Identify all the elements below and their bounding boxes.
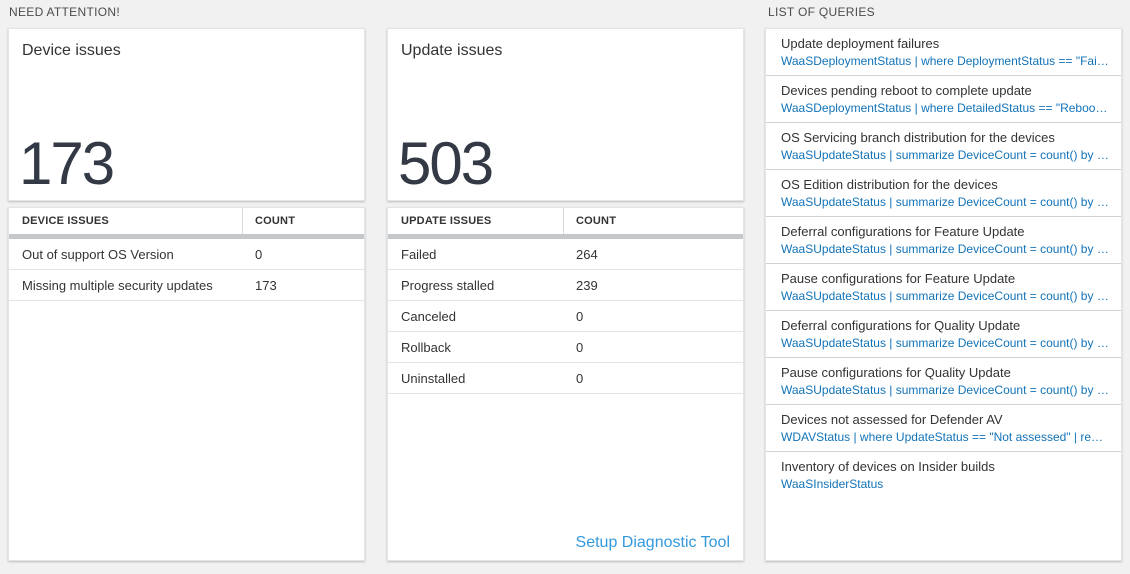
query-item: Inventory of devices on Insider builds W…: [766, 452, 1121, 499]
update-issues-tile-title: Update issues: [401, 42, 503, 59]
device-issues-tile[interactable]: Device issues 173: [8, 28, 365, 201]
row-count: 0: [255, 246, 263, 262]
query-title: OS Servicing branch distribution for the…: [781, 130, 1055, 145]
table-header-separator: [388, 234, 743, 239]
query-title: Update deployment failures: [781, 36, 940, 51]
update-issues-count: 503: [398, 130, 494, 197]
row-label: Out of support OS Version: [22, 246, 174, 262]
queries-column: LIST OF QUERIES Update deployment failur…: [765, 0, 1122, 574]
table-row[interactable]: Rollback 0: [388, 332, 743, 363]
row-count: 0: [576, 308, 584, 324]
update-issues-tile[interactable]: Update issues 503: [387, 28, 744, 201]
table-header-separator: [9, 234, 364, 239]
queries-list: Update deployment failures WaaSDeploymen…: [765, 28, 1122, 561]
query-item: Deferral configurations for Feature Upda…: [766, 217, 1121, 264]
row-count: 0: [576, 370, 584, 386]
device-issues-column-header: DEVICE ISSUES: [9, 208, 243, 234]
query-item: Pause configurations for Feature Update …: [766, 264, 1121, 311]
table-row[interactable]: Canceled 0: [388, 301, 743, 332]
table-row[interactable]: Uninstalled 0: [388, 363, 743, 394]
query-link[interactable]: WaaSUpdateStatus | summarize DeviceCount…: [781, 195, 1109, 209]
table-row[interactable]: Missing multiple security updates 173: [9, 270, 364, 301]
row-count: 0: [576, 339, 584, 355]
device-issues-column: NEED ATTENTION! Device issues 173 DEVICE…: [8, 0, 365, 574]
query-link[interactable]: WaaSUpdateStatus | summarize DeviceCount…: [781, 289, 1109, 303]
device-issues-table-header: DEVICE ISSUES COUNT: [9, 208, 364, 234]
count-column-header: COUNT: [576, 215, 617, 227]
device-issues-rows: Out of support OS Version 0 Missing mult…: [9, 239, 364, 301]
count-column-header: COUNT: [255, 215, 296, 227]
update-issues-column-header: UPDATE ISSUES: [388, 208, 564, 234]
query-title: Inventory of devices on Insider builds: [781, 459, 995, 474]
query-item: OS Servicing branch distribution for the…: [766, 123, 1121, 170]
query-link[interactable]: WaaSUpdateStatus | summarize DeviceCount…: [781, 336, 1109, 350]
query-link[interactable]: WaaSDeploymentStatus | where DeploymentS…: [781, 54, 1109, 68]
update-issues-rows: Failed 264 Progress stalled 239 Canceled…: [388, 239, 743, 394]
query-title: OS Edition distribution for the devices: [781, 177, 998, 192]
query-link[interactable]: WDAVStatus | where UpdateStatus == "Not …: [781, 430, 1109, 444]
table-row[interactable]: Failed 264: [388, 239, 743, 270]
query-title: Pause configurations for Feature Update: [781, 271, 1016, 286]
row-label: Progress stalled: [401, 277, 495, 293]
query-link[interactable]: WaaSDeploymentStatus | where DetailedSta…: [781, 101, 1109, 115]
row-count: 264: [576, 246, 598, 262]
query-title: Devices pending reboot to complete updat…: [781, 83, 1032, 98]
table-row[interactable]: Out of support OS Version 0: [9, 239, 364, 270]
device-issues-tile-title: Device issues: [22, 42, 121, 59]
row-count: 173: [255, 277, 277, 293]
device-issues-table: DEVICE ISSUES COUNT Out of support OS Ve…: [8, 207, 365, 561]
query-link[interactable]: WaaSUpdateStatus | summarize DeviceCount…: [781, 242, 1109, 256]
query-title: Pause configurations for Quality Update: [781, 365, 1011, 380]
query-items: Update deployment failures WaaSDeploymen…: [766, 29, 1121, 499]
query-item: Devices pending reboot to complete updat…: [766, 76, 1121, 123]
query-item: Pause configurations for Quality Update …: [766, 358, 1121, 405]
row-label: Missing multiple security updates: [22, 277, 213, 293]
query-item: Deferral configurations for Quality Upda…: [766, 311, 1121, 358]
query-link[interactable]: WaaSUpdateStatus | summarize DeviceCount…: [781, 148, 1109, 162]
update-issues-table-header: UPDATE ISSUES COUNT: [388, 208, 743, 234]
row-label: Uninstalled: [401, 370, 466, 386]
query-item: Devices not assessed for Defender AV WDA…: [766, 405, 1121, 452]
row-label: Failed: [401, 246, 437, 262]
query-link[interactable]: WaaSUpdateStatus | summarize DeviceCount…: [781, 383, 1109, 397]
row-count: 239: [576, 277, 598, 293]
table-row[interactable]: Progress stalled 239: [388, 270, 743, 301]
query-title: Deferral configurations for Quality Upda…: [781, 318, 1021, 333]
query-item: OS Edition distribution for the devices …: [766, 170, 1121, 217]
query-item: Update deployment failures WaaSDeploymen…: [766, 29, 1121, 76]
device-issues-count: 173: [19, 130, 115, 197]
query-link[interactable]: WaaSInsiderStatus: [781, 477, 884, 491]
query-title: Deferral configurations for Feature Upda…: [781, 224, 1025, 239]
update-issues-column: Update issues 503 UPDATE ISSUES COUNT Fa…: [387, 0, 744, 574]
list-of-queries-header: LIST OF QUERIES: [768, 5, 875, 19]
update-issues-table: UPDATE ISSUES COUNT Failed 264 Progress …: [387, 207, 744, 561]
row-label: Canceled: [401, 308, 456, 324]
need-attention-header: NEED ATTENTION!: [9, 5, 120, 19]
setup-diagnostic-tool-link[interactable]: Setup Diagnostic Tool: [575, 534, 730, 551]
row-label: Rollback: [401, 339, 451, 355]
query-title: Devices not assessed for Defender AV: [781, 412, 1003, 427]
